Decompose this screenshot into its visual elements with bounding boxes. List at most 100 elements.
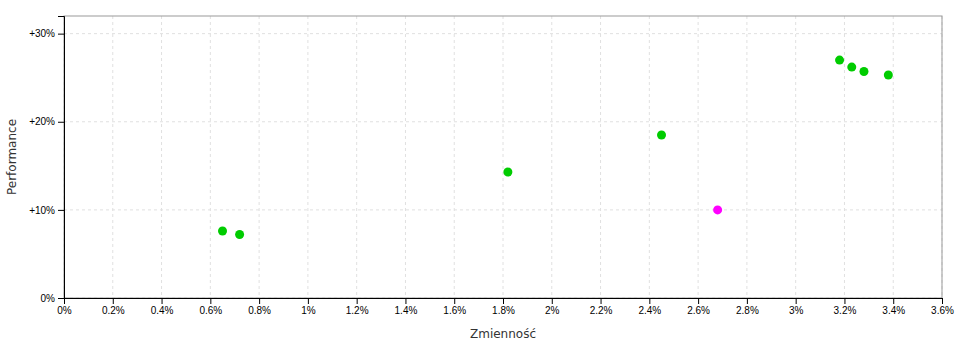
x-tick-mark (357, 298, 358, 304)
x-tick-mark (308, 298, 309, 304)
point (713, 205, 722, 214)
y-grid-line (64, 121, 942, 122)
x-tick-mark (796, 298, 797, 304)
point (657, 130, 666, 139)
x-tick-mark (698, 298, 699, 304)
y-tick-label: +30% (29, 28, 55, 39)
plot-area: 0% 0.2% 0.4% 0.6% 0.8% 1% 1.2% 1.4% 1.6% 1.8% 2% 2.… (29, 16, 954, 316)
x-tick-mark (162, 298, 163, 304)
x-tick-label: 3.6% (931, 305, 954, 316)
x-tick: 1.4% (395, 298, 418, 316)
y-tick-label: 0% (41, 293, 56, 304)
x-tick: 2.8% (736, 298, 759, 316)
y-axis-line (58, 17, 65, 299)
y-tick-label: +10% (29, 205, 55, 216)
y-grid-line (64, 33, 942, 34)
x-grid-line (259, 16, 260, 298)
x-tick-mark (210, 298, 211, 304)
point (235, 230, 244, 239)
x-grid-line (161, 16, 162, 298)
chart: 0% 0.2% 0.4% 0.6% 0.8% 1% 1.2% 1.4% 1.6% 1.8% 2% 2.… (0, 0, 966, 350)
y-axis: 0% +10% +20% +30% (29, 17, 64, 304)
x-tick-mark (844, 298, 845, 304)
x-tick: 2.6% (687, 298, 710, 316)
x-tick-label: 0.2% (102, 305, 125, 316)
x-tick-mark (113, 298, 114, 304)
x-tick: 0.6% (199, 298, 222, 316)
x-tick-label: 3.4% (882, 305, 905, 316)
x-tick-mark (893, 298, 894, 304)
y-tick-mark (58, 210, 64, 211)
x-tick: 2% (545, 298, 560, 316)
x-tick-label: 1% (301, 305, 316, 316)
series (218, 56, 893, 239)
x-grid-line (210, 16, 211, 298)
x-tick-label: 0.6% (199, 305, 222, 316)
x-grid-line (600, 16, 601, 298)
y-tick-mark (58, 34, 64, 35)
x-grid-line (746, 16, 747, 298)
plot-frame (64, 16, 942, 298)
x-tick-mark (552, 298, 553, 304)
x-axis: 0% 0.2% 0.4% 0.6% 0.8% 1% 1.2% 1.4% 1.6% 1.8% 2% 2.… (57, 298, 954, 316)
x-tick-mark (942, 298, 943, 304)
x-axis-line (65, 299, 943, 305)
x-tick-label: 1.4% (395, 305, 418, 316)
x-tick-label: 2.2% (590, 305, 613, 316)
x-tick: 1.8% (492, 298, 515, 316)
x-tick-label: 0% (57, 305, 72, 316)
y-tick: 0% (41, 293, 64, 304)
x-grid-line (405, 16, 406, 298)
y-tick-mark (58, 298, 64, 299)
grid (64, 16, 942, 298)
points (218, 56, 893, 239)
x-tick: 1.6% (443, 298, 466, 316)
y-axis-title: Performance (5, 119, 19, 195)
x-tick-label: 0.4% (151, 305, 174, 316)
x-tick-label: 0.8% (248, 305, 271, 316)
x-tick: 1.2% (346, 298, 369, 316)
x-axis-title: Zmienność (470, 327, 536, 341)
x-tick-label: 1.2% (346, 305, 369, 316)
y-tick: +30% (29, 28, 64, 39)
x-tick-mark (649, 298, 650, 304)
x-grid-line (795, 16, 796, 298)
point (847, 63, 856, 72)
x-tick-label: 2.6% (687, 305, 710, 316)
x-tick: 0% (57, 298, 72, 316)
point (503, 167, 512, 176)
y-tick-label: +20% (29, 116, 55, 127)
point (884, 71, 893, 80)
x-grid-line (893, 16, 894, 298)
x-tick-mark (454, 298, 455, 304)
x-tick-mark (747, 298, 748, 304)
x-tick-mark (601, 298, 602, 304)
x-grid-line (356, 16, 357, 298)
point (835, 56, 844, 65)
x-grid-line (503, 16, 504, 298)
x-tick: 3.6% (931, 298, 954, 316)
y-tick: +20% (29, 116, 64, 127)
series (713, 205, 722, 214)
x-grid-line (844, 16, 845, 298)
x-tick-mark (259, 298, 260, 304)
x-grid-line (307, 16, 308, 298)
x-tick-mark (405, 298, 406, 304)
y-tick-mark (58, 122, 64, 123)
x-tick-label: 2% (545, 305, 560, 316)
point (859, 67, 868, 76)
x-tick-label: 2.4% (638, 305, 661, 316)
x-tick-mark (503, 298, 504, 304)
point (218, 227, 227, 236)
x-tick: 2.4% (638, 298, 661, 316)
x-grid-line (112, 16, 113, 298)
x-tick-label: 3.2% (834, 305, 857, 316)
x-tick: 3.4% (882, 298, 905, 316)
x-tick: 0.2% (102, 298, 125, 316)
x-tick-label: 1.6% (443, 305, 466, 316)
x-grid-line (454, 16, 455, 298)
y-tick: +10% (29, 205, 64, 216)
x-tick: 0.8% (248, 298, 271, 316)
x-tick-label: 2.8% (736, 305, 759, 316)
x-tick: 1% (301, 298, 316, 316)
